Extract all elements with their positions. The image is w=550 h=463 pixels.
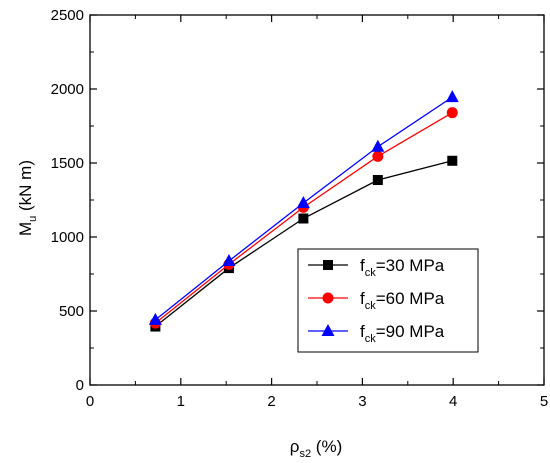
series-1-point [298, 213, 309, 224]
series-3-point [371, 139, 385, 152]
y-axis: 0 500 1000 1500 2000 2500 [51, 7, 544, 394]
legend-label-1: fck=30 MPa [360, 256, 445, 279]
legend: fck=30 MPa fck=60 MPa fck=90 MPa [297, 248, 479, 353]
legend-marker-3 [321, 324, 335, 336]
series-1-point [447, 155, 458, 166]
y-tick-label: 1000 [51, 229, 84, 246]
x-tick-label: 5 [540, 393, 548, 410]
x-tick-label: 4 [449, 393, 457, 410]
legend-marker-2 [322, 292, 334, 304]
series-2-point [446, 107, 458, 119]
series-3-point [148, 312, 162, 325]
legend-label-3: fck=90 MPa [360, 322, 445, 345]
legend-label-2: fck=60 MPa [360, 289, 445, 312]
series-1-point [372, 175, 383, 186]
x-tick-label: 1 [177, 393, 185, 410]
y-tick-label: 500 [59, 303, 84, 320]
y-tick-label: 0 [76, 377, 84, 394]
series-3-point [222, 253, 236, 266]
x-tick-label: 3 [358, 393, 366, 410]
series-layer [148, 90, 459, 332]
series-2-point [372, 150, 384, 162]
y-axis-title: Mu (kN m) [16, 160, 39, 236]
x-tick-label: 2 [267, 393, 275, 410]
series-3-point [296, 195, 310, 208]
y-tick-label: 2500 [51, 7, 84, 24]
legend-marker-1 [323, 260, 333, 270]
y-tick-label: 1500 [51, 155, 84, 172]
y-tick-label: 2000 [51, 81, 84, 98]
x-tick-label: 0 [86, 393, 94, 410]
x-axis-title: ρs2 (%) [290, 437, 342, 460]
series-3-point [445, 90, 459, 103]
x-axis: 0 1 2 3 4 5 [86, 15, 548, 410]
